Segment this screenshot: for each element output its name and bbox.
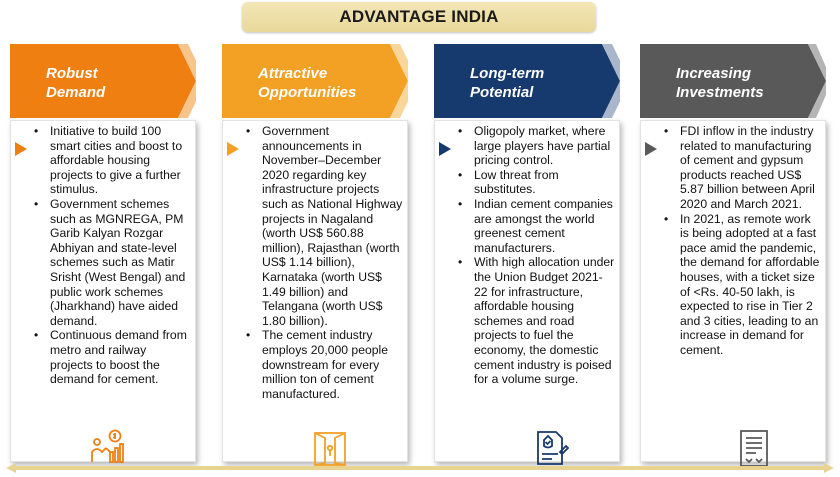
column-title-line1: Increasing xyxy=(676,65,752,82)
pointer-triangle-icon xyxy=(15,142,27,156)
bullet-point: Government announcements in November–Dec… xyxy=(246,124,403,328)
header-arrow-shape xyxy=(222,44,408,118)
investment-document-icon xyxy=(740,430,768,467)
bullet-list: Government announcements in November–Dec… xyxy=(243,124,403,401)
approved-document-icon xyxy=(537,431,570,465)
column-body: FDI inflow in the industry related to ma… xyxy=(640,120,826,462)
bullet-list: Oligopoly market, where large players ha… xyxy=(455,124,615,387)
column-header: Long-term Potential xyxy=(434,44,620,118)
bullet-point: Oligopoly market, where large players ha… xyxy=(458,124,615,168)
page-title: ADVANTAGE INDIA xyxy=(339,7,499,26)
bullet-point: Initiative to build 100 smart cities and… xyxy=(34,124,191,197)
bullet-point: The cement industry employs 20,000 peopl… xyxy=(246,328,403,401)
column-header: Attractive Opportunities xyxy=(222,44,408,118)
bullet-list: FDI inflow in the industry related to ma… xyxy=(661,124,821,358)
header-arrow-shape xyxy=(640,44,826,118)
column-title-line2: Demand xyxy=(46,84,106,101)
pointer-triangle-icon xyxy=(439,142,451,156)
header-arrow-shape xyxy=(434,44,620,118)
column-title-line2: Investments xyxy=(676,84,764,101)
bullet-point: With high allocation under the Union Bud… xyxy=(458,255,615,386)
bullet-point: Government schemes such as MGNREGA, PM G… xyxy=(34,197,191,328)
column-title-line1: Robust xyxy=(46,65,98,82)
bullet-point: Indian cement companies are amongst the … xyxy=(458,197,615,255)
column-title-line1: Long-term xyxy=(470,65,545,82)
bullet-point: Continuous demand from metro and railway… xyxy=(34,328,191,386)
column-title-line2: Opportunities xyxy=(258,84,357,101)
bullet-point: In 2021, as remote work is being adopted… xyxy=(664,212,821,358)
column-header: Robust Demand xyxy=(10,44,196,118)
column-body: Oligopoly market, where large players ha… xyxy=(434,120,620,462)
bullet-point: FDI inflow in the industry related to ma… xyxy=(664,124,821,212)
bullet-point: Low threat from substitutes. xyxy=(458,168,615,197)
pointer-triangle-icon xyxy=(645,142,657,156)
column-body: Government announcements in November–Dec… xyxy=(222,120,408,462)
bullet-list: Initiative to build 100 smart cities and… xyxy=(31,124,191,387)
column-body: Initiative to build 100 smart cities and… xyxy=(10,120,196,462)
title-banner: ADVANTAGE INDIA xyxy=(242,2,596,32)
header-arrow-shape xyxy=(10,44,196,118)
pointer-triangle-icon xyxy=(227,142,239,156)
double-arrow-line xyxy=(6,463,834,473)
column-title-line1: Attractive xyxy=(258,65,328,82)
column-title-line2: Potential xyxy=(470,84,534,101)
column-header: Increasing Investments xyxy=(640,44,826,118)
money-growth-icon xyxy=(91,429,124,463)
open-door-icon xyxy=(314,432,346,466)
